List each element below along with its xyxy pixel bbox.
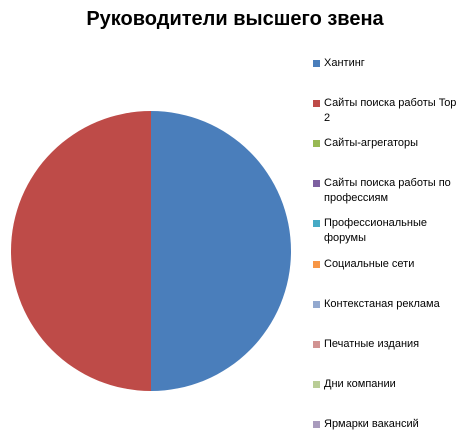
legend-marker — [313, 100, 320, 108]
legend-marker — [313, 380, 320, 388]
legend-marker — [313, 300, 320, 308]
legend-item: Хантинг — [313, 56, 462, 71]
pie-area — [11, 111, 291, 391]
legend-item: Сайты-агрегаторы — [313, 136, 462, 151]
legend-item: Сайты поиска работы Top 2 — [313, 96, 462, 126]
legend-label: Ярмарки вакансий — [324, 417, 419, 430]
legend-label: Сайты поиска работы Top 2 — [324, 97, 457, 125]
chart-title: Руководители высшего звена — [86, 8, 384, 30]
pie-slice — [151, 111, 291, 391]
legend-item: Ярмарки вакансий — [313, 417, 462, 432]
legend-marker — [313, 180, 320, 188]
legend-marker — [313, 340, 320, 348]
legend-label: Дни компании — [324, 377, 396, 390]
legend-item: Социальные сети — [313, 257, 462, 272]
legend-label: Контекстаная реклама — [324, 297, 440, 310]
legend-marker — [313, 260, 320, 268]
legend-marker — [313, 220, 320, 228]
legend-marker — [313, 140, 320, 148]
legend-label: Сайты поиска работы по профессиям — [324, 177, 451, 205]
legend-item: Дни компании — [313, 377, 462, 392]
legend-marker — [313, 60, 320, 67]
legend-label: Печатные издания — [324, 337, 420, 350]
legend-item: Печатные издания — [313, 337, 462, 352]
pie-slice — [11, 111, 151, 391]
legend-marker — [313, 420, 320, 428]
legend-label: Сайты-агрегаторы — [324, 137, 419, 150]
legend-label: Социальные сети — [324, 257, 415, 270]
legend-item: Профессиональные форумы — [313, 216, 462, 246]
legend-item: Контекстаная реклама — [313, 297, 462, 312]
legend-label: Профессиональные форумы — [324, 217, 428, 245]
legend-label: Хантинг — [324, 57, 365, 69]
legend-item: Сайты поиска работы по профессиям — [313, 176, 462, 206]
